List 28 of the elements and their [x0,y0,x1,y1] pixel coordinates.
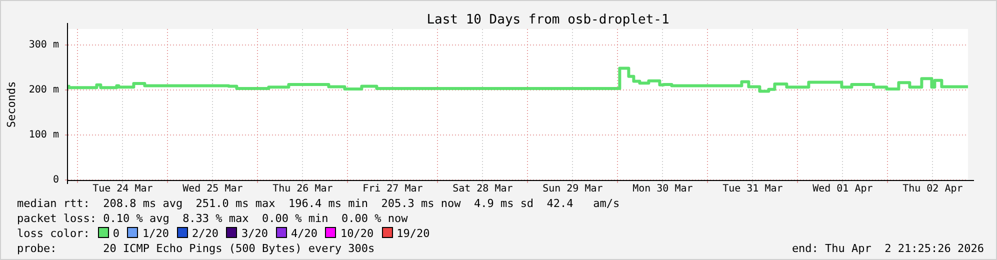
y-tick-label: 100 m [28,130,59,141]
x-tick-label: Fri 27 Mar [362,184,423,195]
x-tick-label: Thu 02 Apr [902,184,963,195]
x-tick-label: Thu 26 Mar [272,184,333,195]
x-tick-label: Wed 01 Apr [812,184,873,195]
text: loss color: [17,227,90,240]
x-tick-label: Tue 24 Mar [92,184,153,195]
text: median rtt: 208.8 ms avg 251.0 ms max 196.4 ms min 205.3 ms now 4.9 ms sd 42.4 am/s [17,197,620,210]
text: 0 [112,227,120,240]
x-tick-label: Sat 28 Mar [452,184,513,195]
text: 10/20 [340,227,374,240]
text: 4/20 [290,227,318,240]
x-tick-label: Tue 31 Mar [722,184,783,195]
chart-title: Last 10 Days from osb-droplet-1 [426,12,670,28]
x-tick-label: Mon 30 Mar [632,184,693,195]
x-tick-label: Wed 25 Mar [182,184,243,195]
x-tick-label: Sun 29 Mar [542,184,603,195]
y-axis-title: Seconds [4,81,18,128]
text: 19/20 [396,227,430,240]
text: probe: 20 ICMP Echo Pings (500 Bytes) every 300s [17,242,375,255]
y-tick-label: 200 m [28,84,59,96]
text: 1/20 [142,227,169,240]
text: 2/20 [192,227,218,240]
text: 3/20 [241,227,268,240]
text: packet loss: 0.10 % avg 8.33 % max 0.00 % min 0.00 % now [17,212,408,225]
text: end: Thu Apr 2 21:25:26 2026 [792,242,984,255]
y-tick-label: 300 m [28,39,59,50]
y-tick-label: 0 [52,174,59,186]
